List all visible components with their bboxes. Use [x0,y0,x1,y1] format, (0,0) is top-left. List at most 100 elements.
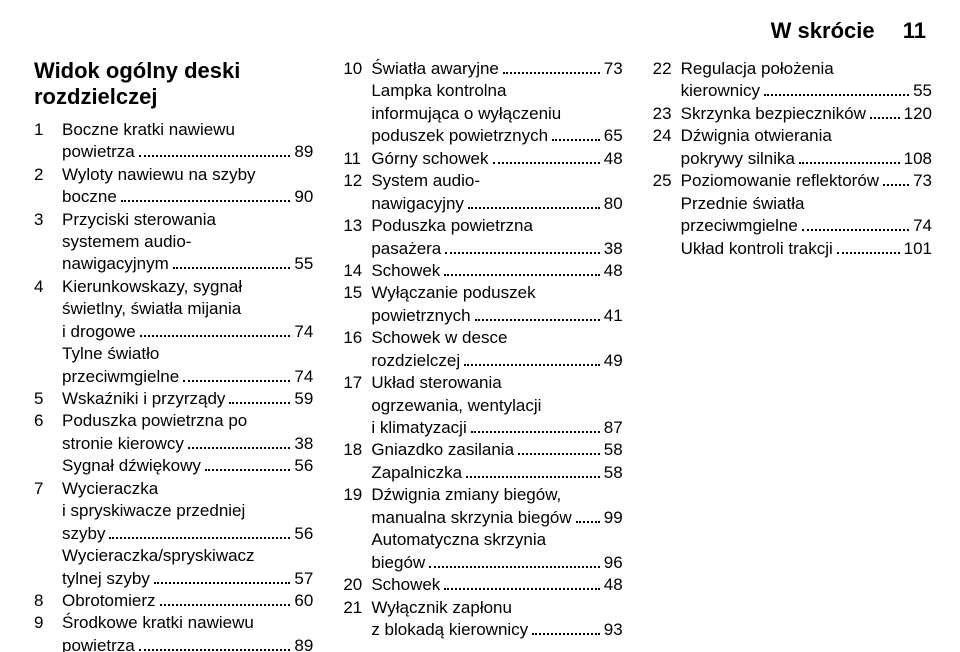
toc-text-line: Kierunkowskazy, sygnał [62,276,313,298]
page-number: 11 [903,18,926,44]
toc-text: manualna skrzynia biegów [371,507,571,529]
toc-body: Schowek w descerozdzielczej49 [371,327,622,372]
toc-text: z blokadą kierownicy [371,619,528,641]
leader-dots [183,369,290,382]
toc-text: Gniazdko zasilania [371,439,514,461]
toc-leader-line: kierownicy55 [681,80,932,102]
toc-body: Dźwignia otwieraniapokrywy silnika108 [681,125,932,170]
toc-leader-line: powietrznych 41 [371,305,622,327]
toc-text: i drogowe [62,321,136,343]
toc-text: i klimatyzacji [371,417,466,439]
toc-text: Światła awaryjne [371,58,499,80]
toc-text: Układ kontroli trakcji [681,238,833,260]
toc-page-ref: 58 [604,462,623,484]
toc-number: 21 [343,597,371,619]
toc-text-line: i spryskiwacze przedniej [62,500,313,522]
toc-page-ref: 48 [604,574,623,596]
toc-leader-line: Skrzynka bezpieczników120 [681,103,932,125]
toc-leader-line: przeciwmgielne74 [62,366,313,388]
leader-dots [518,442,600,455]
toc-body: Gniazdko zasilania58Zapalniczka58 [371,439,622,484]
leader-dots [870,106,900,119]
toc-page-ref: 96 [604,552,623,574]
toc-entry: 13Poduszka powietrznapasażera38 [343,215,622,260]
toc-entry: 24Dźwignia otwieraniapokrywy silnika108 [653,125,932,170]
toc-entry: 4Kierunkowskazy, sygnałświetlny, światła… [34,276,313,388]
leader-dots [802,218,909,231]
toc-leader-line: Układ kontroli trakcji101 [681,238,932,260]
toc-text-line: Dźwignia zmiany biegów, [371,484,622,506]
toc-leader-line: szyby 56 [62,523,313,545]
toc-entry: 19Dźwignia zmiany biegów,manualna skrzyn… [343,484,622,574]
toc-text: tylnej szyby [62,568,150,590]
toc-number: 11 [343,148,371,170]
toc-leader-line: Sygnał dźwiękowy56 [62,455,313,477]
toc-number: 7 [34,478,62,500]
toc-text: powietrza [62,635,135,652]
toc-body: Wyłącznik zapłonuz blokadą kierownicy93 [371,597,622,642]
toc-text: boczne [62,186,117,208]
toc-leader-line: nawigacyjny80 [371,193,622,215]
toc-page-ref: 108 [904,148,932,170]
toc-text: przeciwmgielne [681,215,798,237]
toc-number: 18 [343,439,371,461]
toc-page-ref: 48 [604,148,623,170]
toc-number: 16 [343,327,371,349]
toc-text: szyby [62,523,105,545]
toc-page-ref: 56 [294,455,313,477]
toc-body: Schowek48 [371,260,622,282]
toc-page-ref: 55 [294,253,313,275]
toc-leader-line: Poziomowanie reflektorów73 [681,170,932,192]
leader-dots [109,526,290,539]
toc-leader-line: powietrza89 [62,635,313,652]
toc-body: Górny schowek48 [371,148,622,170]
toc-leader-line: pasażera38 [371,238,622,260]
toc-number: 6 [34,410,62,432]
toc-number: 23 [653,103,681,125]
toc-leader-line: boczne 90 [62,186,313,208]
leader-dots [173,256,291,269]
toc-page-ref: 74 [913,215,932,237]
toc-leader-line: rozdzielczej49 [371,350,622,372]
toc-number: 5 [34,388,62,410]
toc-page-ref: 55 [913,80,932,102]
toc-number: 3 [34,209,62,231]
title-line-1: Widok ogólny deski [34,58,313,84]
toc-body: Boczne kratki nawiewupowietrza89 [62,119,313,164]
toc-body: Układ sterowaniaogrzewania, wentylacjii … [371,372,622,439]
toc-page-ref: 90 [294,186,313,208]
toc-body: Dźwignia zmiany biegów,manualna skrzynia… [371,484,622,574]
toc-text-line: Poduszka powietrzna po [62,410,313,432]
column-1: Widok ogólny deski rozdzielczej 1Boczne … [34,58,313,652]
toc-page-ref: 60 [294,590,313,612]
toc-page-ref: 56 [294,523,313,545]
toc-entry: 16Schowek w descerozdzielczej49 [343,327,622,372]
toc-leader-line: z blokadą kierownicy 93 [371,619,622,641]
toc-body: Poduszka powietrzna postronie kierowcy38… [62,410,313,477]
toc-number: 10 [343,58,371,80]
toc-text-line: Poduszka powietrzna [371,215,622,237]
toc-leader-line: poduszek powietrznych65 [371,125,622,147]
toc-text: poduszek powietrznych [371,125,548,147]
toc-text: powietrznych [371,305,470,327]
toc-page-ref: 38 [294,433,313,455]
toc-body: Środkowe kratki nawiewupowietrza89 [62,612,313,652]
toc-text-line: Regulacja położenia [681,58,932,80]
toc-leader-line: powietrza89 [62,141,313,163]
toc-page-ref: 41 [604,305,623,327]
toc-number: 20 [343,574,371,596]
toc-text: Wskaźniki i przyrządy [62,388,225,410]
toc-text-line: Przednie światła [681,193,932,215]
toc-text-line: ogrzewania, wentylacji [371,395,622,417]
toc-leader-line: Obrotomierz60 [62,590,313,612]
toc-page-ref: 93 [604,619,623,641]
toc-leader-line: Gniazdko zasilania58 [371,439,622,461]
toc-text: rozdzielczej [371,350,460,372]
toc-leader-line: Górny schowek48 [371,148,622,170]
toc-leader-line: pokrywy silnika108 [681,148,932,170]
leader-dots [883,173,909,186]
toc-number: 2 [34,164,62,186]
toc-text: Skrzynka bezpieczników [681,103,866,125]
toc-body: Wskaźniki i przyrządy59 [62,388,313,410]
toc-entry: 1Boczne kratki nawiewupowietrza89 [34,119,313,164]
